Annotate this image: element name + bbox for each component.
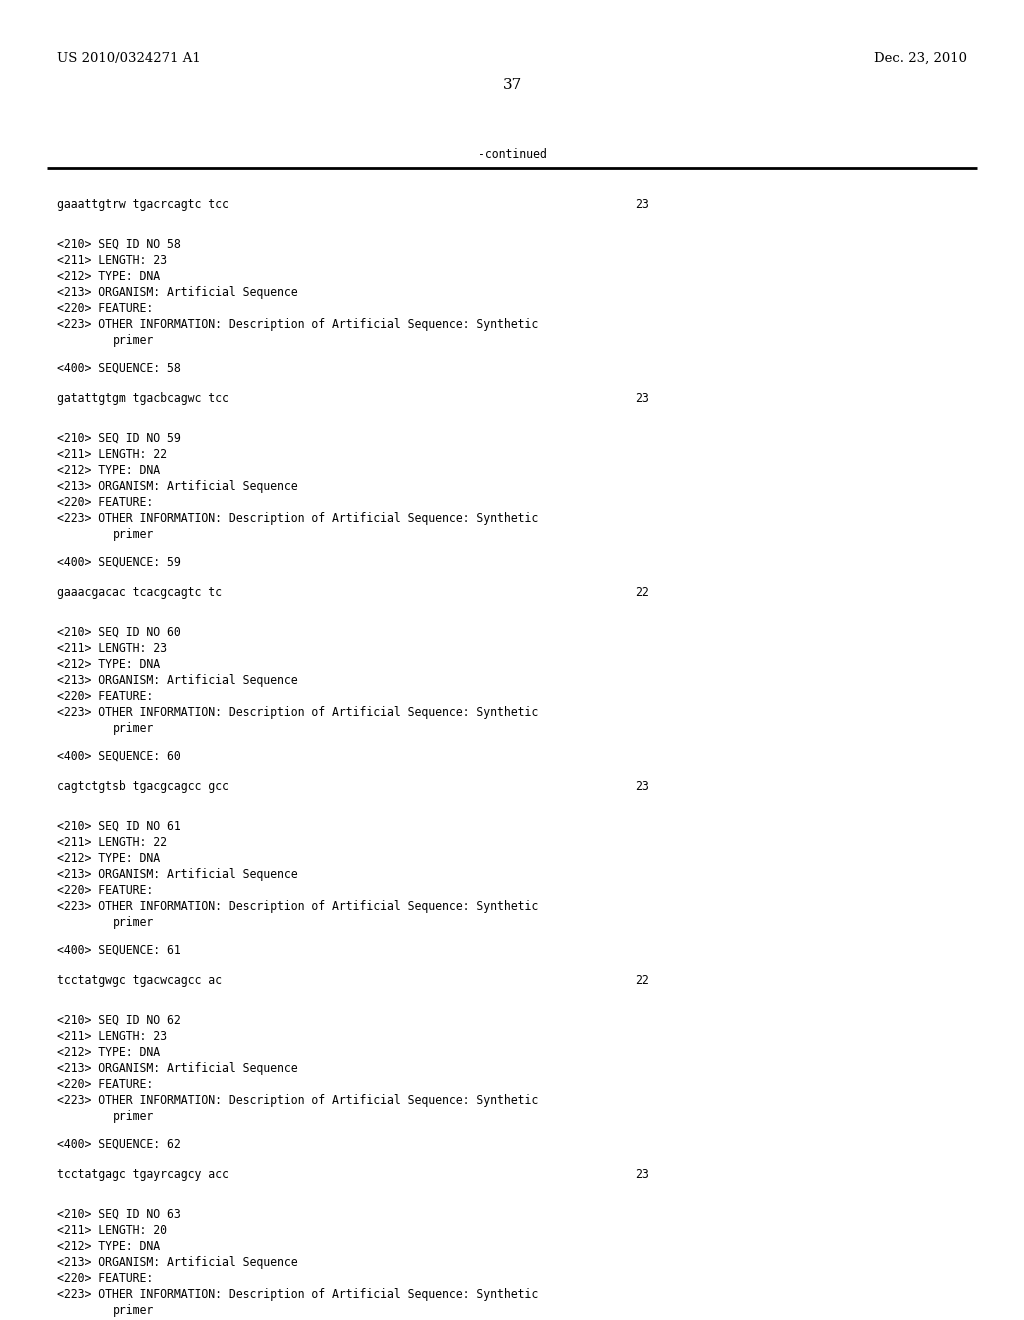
Text: <223> OTHER INFORMATION: Description of Artificial Sequence: Synthetic: <223> OTHER INFORMATION: Description of …: [57, 512, 539, 525]
Text: primer: primer: [113, 334, 155, 347]
Text: gaaattgtrw tgacrcagtc tcc: gaaattgtrw tgacrcagtc tcc: [57, 198, 229, 211]
Text: <213> ORGANISM: Artificial Sequence: <213> ORGANISM: Artificial Sequence: [57, 480, 298, 492]
Text: gatattgtgm tgacbcagwc tcc: gatattgtgm tgacbcagwc tcc: [57, 392, 229, 405]
Text: cagtctgtsb tgacgcagcc gcc: cagtctgtsb tgacgcagcc gcc: [57, 780, 229, 793]
Text: <211> LENGTH: 23: <211> LENGTH: 23: [57, 253, 167, 267]
Text: Dec. 23, 2010: Dec. 23, 2010: [874, 51, 967, 65]
Text: primer: primer: [113, 528, 155, 541]
Text: tcctatgagc tgayrcagcy acc: tcctatgagc tgayrcagcy acc: [57, 1168, 229, 1181]
Text: <220> FEATURE:: <220> FEATURE:: [57, 302, 154, 315]
Text: <220> FEATURE:: <220> FEATURE:: [57, 1078, 154, 1092]
Text: <211> LENGTH: 22: <211> LENGTH: 22: [57, 836, 167, 849]
Text: <212> TYPE: DNA: <212> TYPE: DNA: [57, 851, 160, 865]
Text: <223> OTHER INFORMATION: Description of Artificial Sequence: Synthetic: <223> OTHER INFORMATION: Description of …: [57, 706, 539, 719]
Text: <223> OTHER INFORMATION: Description of Artificial Sequence: Synthetic: <223> OTHER INFORMATION: Description of …: [57, 1288, 539, 1302]
Text: -continued: -continued: [477, 148, 547, 161]
Text: <220> FEATURE:: <220> FEATURE:: [57, 496, 154, 510]
Text: <220> FEATURE:: <220> FEATURE:: [57, 884, 154, 898]
Text: <223> OTHER INFORMATION: Description of Artificial Sequence: Synthetic: <223> OTHER INFORMATION: Description of …: [57, 900, 539, 913]
Text: <212> TYPE: DNA: <212> TYPE: DNA: [57, 1045, 160, 1059]
Text: <400> SEQUENCE: 58: <400> SEQUENCE: 58: [57, 362, 181, 375]
Text: primer: primer: [113, 1304, 155, 1317]
Text: primer: primer: [113, 1110, 155, 1123]
Text: <211> LENGTH: 20: <211> LENGTH: 20: [57, 1224, 167, 1237]
Text: 22: 22: [635, 586, 649, 599]
Text: <400> SEQUENCE: 60: <400> SEQUENCE: 60: [57, 750, 181, 763]
Text: <213> ORGANISM: Artificial Sequence: <213> ORGANISM: Artificial Sequence: [57, 286, 298, 300]
Text: <220> FEATURE:: <220> FEATURE:: [57, 690, 154, 704]
Text: <220> FEATURE:: <220> FEATURE:: [57, 1272, 154, 1284]
Text: <400> SEQUENCE: 62: <400> SEQUENCE: 62: [57, 1138, 181, 1151]
Text: <400> SEQUENCE: 61: <400> SEQUENCE: 61: [57, 944, 181, 957]
Text: <213> ORGANISM: Artificial Sequence: <213> ORGANISM: Artificial Sequence: [57, 1063, 298, 1074]
Text: 23: 23: [635, 198, 649, 211]
Text: <211> LENGTH: 23: <211> LENGTH: 23: [57, 1030, 167, 1043]
Text: <212> TYPE: DNA: <212> TYPE: DNA: [57, 657, 160, 671]
Text: <212> TYPE: DNA: <212> TYPE: DNA: [57, 271, 160, 282]
Text: <210> SEQ ID NO 63: <210> SEQ ID NO 63: [57, 1208, 181, 1221]
Text: <211> LENGTH: 22: <211> LENGTH: 22: [57, 447, 167, 461]
Text: <213> ORGANISM: Artificial Sequence: <213> ORGANISM: Artificial Sequence: [57, 1257, 298, 1269]
Text: primer: primer: [113, 916, 155, 929]
Text: <212> TYPE: DNA: <212> TYPE: DNA: [57, 465, 160, 477]
Text: 37: 37: [503, 78, 521, 92]
Text: 23: 23: [635, 1168, 649, 1181]
Text: US 2010/0324271 A1: US 2010/0324271 A1: [57, 51, 201, 65]
Text: <213> ORGANISM: Artificial Sequence: <213> ORGANISM: Artificial Sequence: [57, 869, 298, 880]
Text: <210> SEQ ID NO 61: <210> SEQ ID NO 61: [57, 820, 181, 833]
Text: <213> ORGANISM: Artificial Sequence: <213> ORGANISM: Artificial Sequence: [57, 675, 298, 686]
Text: <210> SEQ ID NO 59: <210> SEQ ID NO 59: [57, 432, 181, 445]
Text: tcctatgwgc tgacwcagcc ac: tcctatgwgc tgacwcagcc ac: [57, 974, 222, 987]
Text: <223> OTHER INFORMATION: Description of Artificial Sequence: Synthetic: <223> OTHER INFORMATION: Description of …: [57, 318, 539, 331]
Text: <210> SEQ ID NO 58: <210> SEQ ID NO 58: [57, 238, 181, 251]
Text: <211> LENGTH: 23: <211> LENGTH: 23: [57, 642, 167, 655]
Text: <210> SEQ ID NO 60: <210> SEQ ID NO 60: [57, 626, 181, 639]
Text: 23: 23: [635, 392, 649, 405]
Text: primer: primer: [113, 722, 155, 735]
Text: 23: 23: [635, 780, 649, 793]
Text: 22: 22: [635, 974, 649, 987]
Text: <223> OTHER INFORMATION: Description of Artificial Sequence: Synthetic: <223> OTHER INFORMATION: Description of …: [57, 1094, 539, 1107]
Text: gaaacgacac tcacgcagtc tc: gaaacgacac tcacgcagtc tc: [57, 586, 222, 599]
Text: <400> SEQUENCE: 59: <400> SEQUENCE: 59: [57, 556, 181, 569]
Text: <212> TYPE: DNA: <212> TYPE: DNA: [57, 1239, 160, 1253]
Text: <210> SEQ ID NO 62: <210> SEQ ID NO 62: [57, 1014, 181, 1027]
